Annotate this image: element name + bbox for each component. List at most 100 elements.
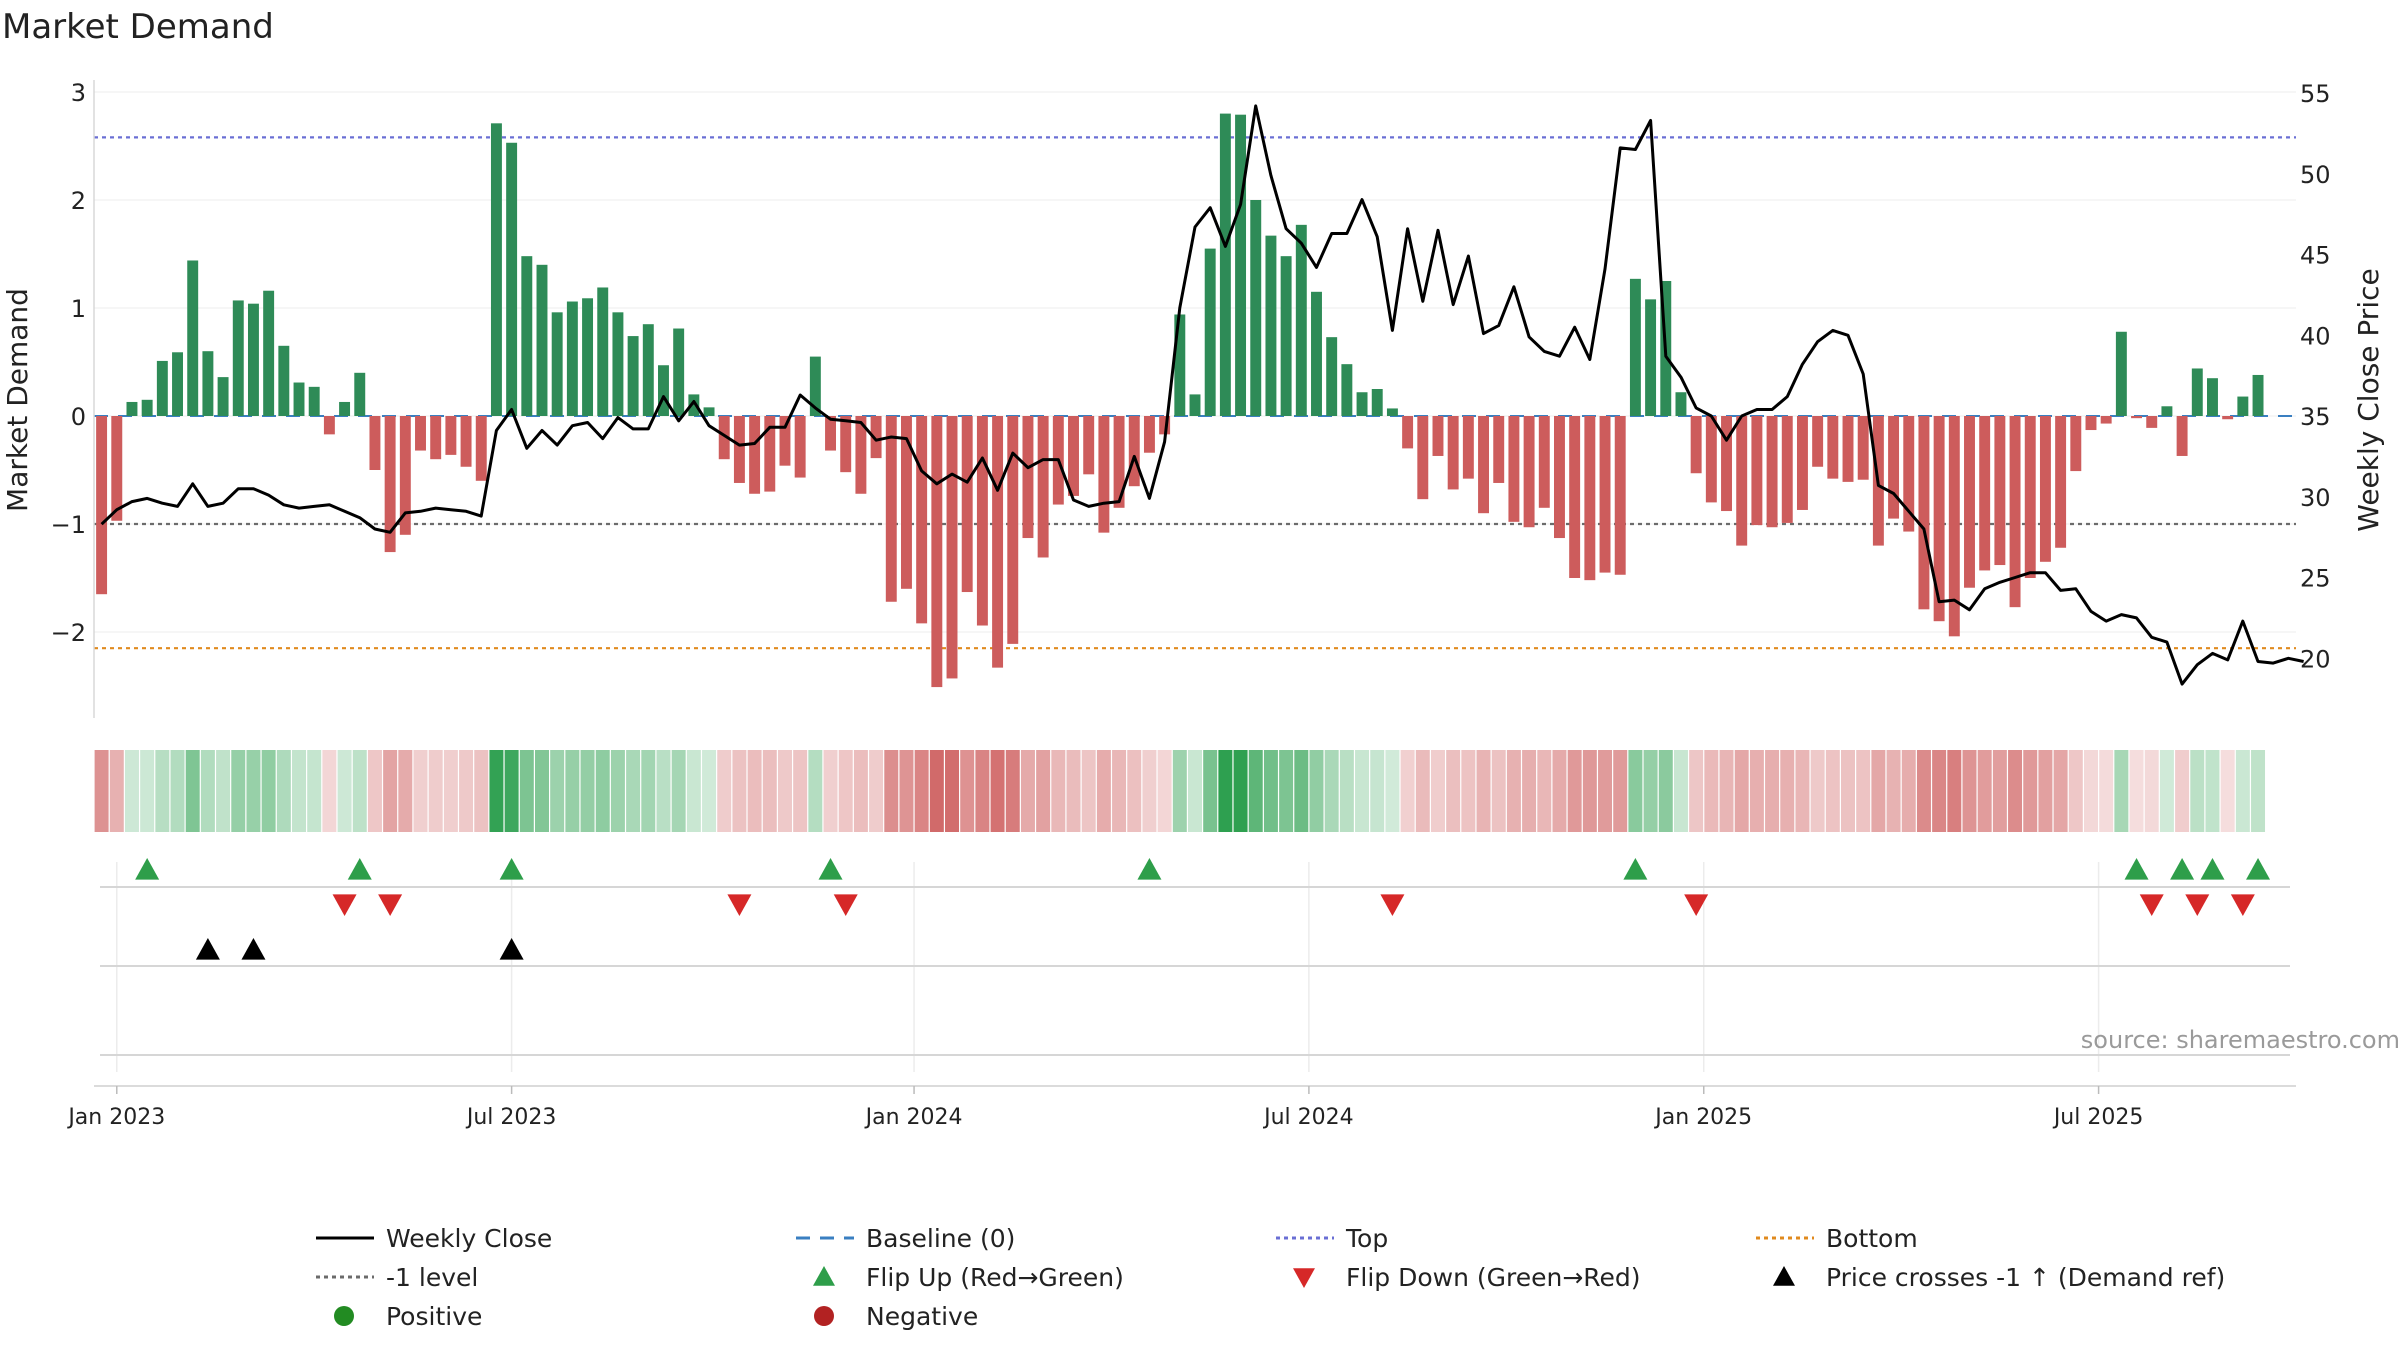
demand-bar: [1994, 416, 2006, 566]
heat-cell: [2251, 750, 2266, 832]
heat-cell: [1932, 750, 1947, 832]
demand-bar: [1721, 416, 1732, 512]
demand-bar: [1478, 416, 1490, 514]
heat-cell: [1780, 750, 1795, 832]
heat-cell: [1036, 750, 1051, 832]
demand-bar: [1599, 416, 1611, 573]
right-axis-label: Weekly Close Price: [2352, 268, 2385, 531]
x-tick-label: Jul 2024: [1262, 1105, 1354, 1130]
left-tick-label: −2: [51, 619, 86, 647]
demand-bar: [1629, 278, 1641, 416]
heat-cell: [1294, 750, 1309, 832]
flip-down-marker: [378, 894, 403, 916]
heat-cell: [428, 750, 443, 832]
heat-cell: [2159, 750, 2174, 832]
heat-cell: [489, 750, 504, 832]
heat-cell: [1704, 750, 1719, 832]
demand-bar: [1022, 416, 1034, 539]
demand-bar: [369, 416, 381, 470]
flip-up-marker: [2200, 858, 2225, 880]
heat-cell: [307, 750, 322, 832]
left-tick-label: 2: [71, 187, 86, 215]
heat-cell: [2083, 750, 2098, 832]
legend-label-price-cross: Price crosses -1 ↑ (Demand ref): [1826, 1263, 2225, 1292]
heat-cell: [1506, 750, 1521, 832]
demand-bar: [339, 401, 351, 416]
heat-cell: [124, 750, 139, 832]
axes-layer: 3 2 1 0 −1 −2 55 50 45 40 35 30 25 20 Market Demand Wee…: [1, 79, 2385, 1087]
demand-bar: [475, 416, 487, 481]
heat-cell: [914, 750, 929, 832]
demand-bar: [718, 416, 730, 460]
demand-bar: [2176, 416, 2188, 456]
heat-cell: [1415, 750, 1430, 832]
heat-cell: [2220, 750, 2235, 832]
demand-bar: [2207, 378, 2218, 416]
legend: Weekly Close Baseline (0) Top Bottom -1 leve…: [316, 1224, 2225, 1331]
legend-label-flip-down: Flip Down (Green→Red): [1346, 1263, 1641, 1292]
demand-bar: [658, 365, 669, 416]
demand-bar: [1386, 408, 1398, 416]
heat-cell: [140, 750, 155, 832]
right-tick-label: 50: [2300, 161, 2331, 189]
right-tick-label: 25: [2300, 565, 2331, 593]
demand-bar: [2055, 416, 2067, 548]
demand-bar: [946, 416, 958, 679]
heat-cell: [1628, 750, 1643, 832]
legend-label-close: Weekly Close: [386, 1224, 552, 1253]
heat-cell: [1613, 750, 1628, 832]
heat-cell: [1248, 750, 1263, 832]
heat-cell: [1856, 750, 1871, 832]
demand-bar: [2009, 416, 2021, 608]
legend-label-negative: Negative: [866, 1302, 978, 1331]
heat-cell: [1841, 750, 1855, 832]
heat-cell: [1233, 750, 1248, 832]
heat-cell: [1491, 750, 1506, 832]
flip-down-marker: [1380, 894, 1405, 916]
demand-bar: [1903, 416, 1915, 532]
heat-cell: [1309, 750, 1324, 832]
left-tick-label: −1: [51, 511, 86, 539]
demand-bar: [794, 416, 806, 478]
heat-cell: [276, 750, 291, 832]
flip-down-marker: [2230, 894, 2255, 916]
demand-bar: [1796, 416, 1808, 510]
heat-cell: [1339, 750, 1354, 832]
demand-bar: [2131, 416, 2143, 419]
heat-cell: [1992, 750, 2007, 832]
demand-bar: [1098, 416, 1110, 533]
heat-cell: [2038, 750, 2053, 832]
demand-bar: [2237, 396, 2249, 416]
demand-bar: [1280, 256, 1292, 416]
x-tick-label: Jul 2023: [465, 1105, 557, 1130]
left-axis-label: Market Demand: [1, 288, 34, 512]
demand-bar: [1432, 416, 1444, 456]
heat-cell: [686, 750, 701, 832]
heat-cell: [2175, 750, 2190, 832]
heat-cell: [2099, 750, 2114, 832]
demand-bar: [1766, 416, 1778, 528]
heat-cell: [671, 750, 686, 832]
flip-up-marker: [1623, 858, 1648, 880]
demand-bar: [2100, 416, 2112, 424]
demand-bar: [247, 303, 259, 416]
heat-cell: [550, 750, 565, 832]
right-tick-label: 20: [2300, 645, 2331, 673]
demand-bar: [1690, 416, 1702, 474]
demand-bar: [202, 351, 214, 416]
heat-cell: [459, 750, 474, 832]
heat-cell: [626, 750, 641, 832]
demand-bar: [506, 142, 518, 416]
demand-bar: [415, 416, 426, 451]
heat-cell: [747, 750, 762, 832]
heat-cell: [717, 750, 732, 832]
heat-cell: [1901, 750, 1916, 832]
heat-cell: [1658, 750, 1673, 832]
demand-bar: [1068, 416, 1079, 496]
demand-bar: [521, 256, 533, 416]
right-tick-label: 40: [2300, 322, 2331, 350]
flip-down-marker: [1684, 894, 1709, 916]
demand-bar: [2146, 416, 2158, 428]
flip-up-marker: [818, 858, 843, 880]
heat-cell: [1385, 750, 1400, 832]
